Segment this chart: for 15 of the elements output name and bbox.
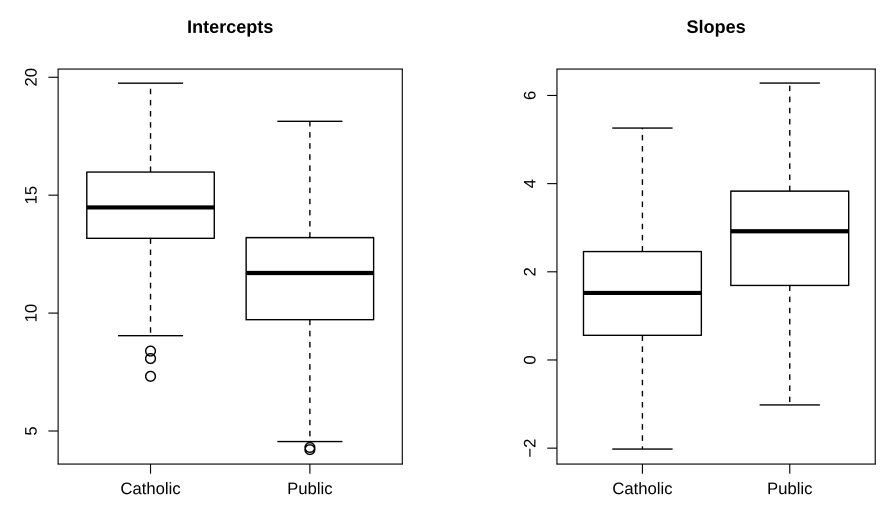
- chart-title: Intercepts: [188, 20, 273, 37]
- x-tick-label: Catholic: [613, 482, 672, 494]
- y-tick-label: 4: [524, 179, 536, 188]
- chart-title: Slopes: [687, 20, 745, 37]
- y-tick-label: −2: [524, 439, 536, 457]
- y-tick-label: 10: [24, 304, 37, 322]
- y-tick-label: 20: [24, 68, 37, 86]
- x-tick-label: Public: [768, 482, 812, 494]
- y-tick-label: 5: [25, 427, 37, 435]
- y-tick-label: 2: [524, 268, 536, 276]
- y-tick-label: 6: [524, 92, 536, 100]
- y-tick-label: 15: [25, 186, 37, 204]
- x-tick-label: Public: [288, 482, 332, 494]
- y-tick-label: 0: [524, 356, 536, 364]
- x-tick-label: Catholic: [121, 482, 180, 494]
